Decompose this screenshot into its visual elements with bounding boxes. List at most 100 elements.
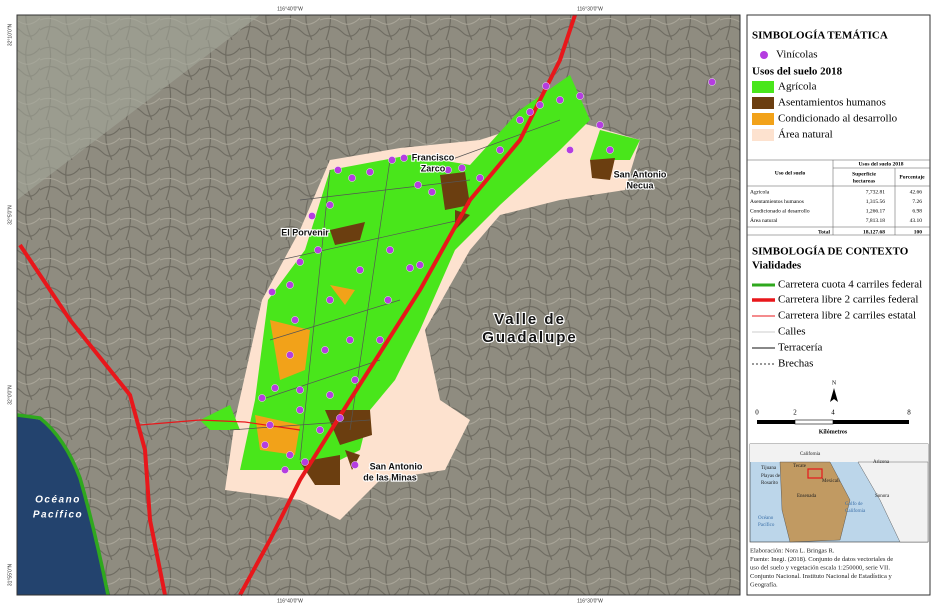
inset-label: Ensenada (797, 494, 817, 499)
legend-subtitle: Usos del suelo 2018 (752, 66, 843, 78)
winery-dot (286, 281, 294, 289)
table-cell: 7,813.18 (866, 218, 886, 224)
table-cell: Agrícola (750, 189, 770, 195)
legend-item: Calles (778, 326, 806, 338)
winery-dot (258, 394, 266, 402)
winery-dot (376, 336, 384, 344)
swatch (752, 81, 774, 93)
legend-item: Condicionado al desarrollo (778, 113, 898, 125)
place-label: San Antonio (370, 461, 423, 471)
agricultural (200, 405, 240, 430)
winery-dot (266, 421, 274, 429)
winery-dot (291, 316, 299, 324)
inset-label: Océano (758, 516, 774, 521)
winery-dot (406, 264, 414, 272)
winery-dot (334, 166, 342, 174)
winery-dot (428, 188, 436, 196)
legend-item: Brechas (778, 358, 813, 370)
inset-map (749, 443, 929, 543)
legend-item: Carretera libre 2 carriles estatal (778, 310, 916, 322)
valley-label: Guadalupe (482, 329, 578, 346)
place-label: de las Minas (363, 472, 417, 482)
place-label: El Porvenir (281, 227, 329, 237)
scale-bar (833, 420, 909, 424)
inset-label: Tecate (793, 464, 807, 469)
swatch (752, 129, 774, 141)
legend-item: Terracería (778, 342, 823, 354)
table-header: hectareas (853, 178, 875, 184)
table-cell: 1,315.56 (866, 199, 886, 205)
table-cell: 7.26 (912, 199, 922, 205)
legend-item: Área natural (778, 129, 833, 141)
winery-dot (281, 466, 289, 474)
legend-subtitle: Vialidades (752, 260, 802, 272)
scale-tick: 4 (831, 409, 835, 417)
winery-dot (286, 351, 294, 359)
table-cell: 1,266.17 (866, 208, 886, 214)
winery-dot (326, 391, 334, 399)
north-arrow (830, 388, 838, 402)
table-cell: 42.66 (910, 189, 923, 195)
winery-dot (542, 82, 550, 90)
table-header: Usos del suelo 2018 (858, 161, 903, 167)
winery-dot (296, 406, 304, 414)
table-cell: Área natural (750, 216, 778, 224)
winery-dot (268, 288, 276, 296)
coord-label: 32°0'0"N (7, 385, 13, 405)
scale-tick: 2 (793, 409, 797, 417)
credit-line: uso del suelo y vegetación escala 1:2500… (750, 564, 890, 571)
terrain-light (17, 15, 260, 200)
table (747, 159, 930, 236)
winery-dot (416, 261, 424, 269)
coord-label: 116°40'0"W (277, 6, 303, 12)
table-cell: 100 (914, 229, 923, 235)
wineries (258, 78, 716, 474)
table-header: Uso del suelo (775, 170, 806, 176)
winery-dot (566, 146, 574, 154)
legend-item: Carretera cuota 4 carriles federal (778, 279, 922, 291)
legend-item: Asentamientos humanos (778, 97, 886, 109)
swatch (752, 97, 774, 109)
winery-dot (296, 386, 304, 394)
winery-dot (366, 168, 374, 176)
legend: SIMBOLOGÍA TEMÁTICA Vinícolas Usos del s… (746, 14, 931, 596)
winery-dot (458, 164, 466, 172)
winery-dot (576, 92, 584, 100)
winery-dot (301, 458, 309, 466)
winery-dot (606, 146, 614, 154)
toll-road (16, 413, 110, 596)
north-label: N (832, 380, 837, 386)
ocean-label: Océano (35, 495, 81, 506)
coord-label: 116°30'0"W (577, 6, 603, 12)
winery-dot (286, 451, 294, 459)
winery-dot (400, 154, 408, 162)
winery-dot (351, 376, 359, 384)
agricultural (240, 75, 590, 470)
credit-line: Elaboración: Nora L. Bringas R. (750, 547, 835, 554)
place-label: San Antonio (614, 169, 667, 179)
winery-dot (386, 246, 394, 254)
winery-dot (314, 246, 322, 254)
winery-dot (414, 181, 422, 189)
federal-road (18, 243, 167, 596)
winery-dot (308, 212, 316, 220)
swatch (752, 113, 774, 125)
map-frame (16, 14, 741, 596)
inset-label: Playas de (761, 474, 781, 479)
winery-dot (388, 156, 396, 164)
winery-dot (316, 426, 324, 434)
inset-label: California (845, 509, 866, 514)
table-cell: Asentamientos humanos (750, 199, 804, 205)
legend-item: Agrícola (778, 81, 817, 93)
table-cell: 7,732.81 (866, 189, 886, 195)
winery-dot (536, 101, 544, 109)
winery-dot (476, 174, 484, 182)
coord-label: 32°10'0"N (7, 23, 13, 46)
inset-label: Tijuana (761, 466, 777, 471)
winery-dot (336, 414, 344, 422)
table-cell: Condicionado al desarrollo (750, 208, 810, 214)
table-cell: 6.98 (912, 208, 922, 214)
inset-label: Golfo de (845, 502, 863, 507)
valley-label: Valle de (494, 311, 566, 328)
